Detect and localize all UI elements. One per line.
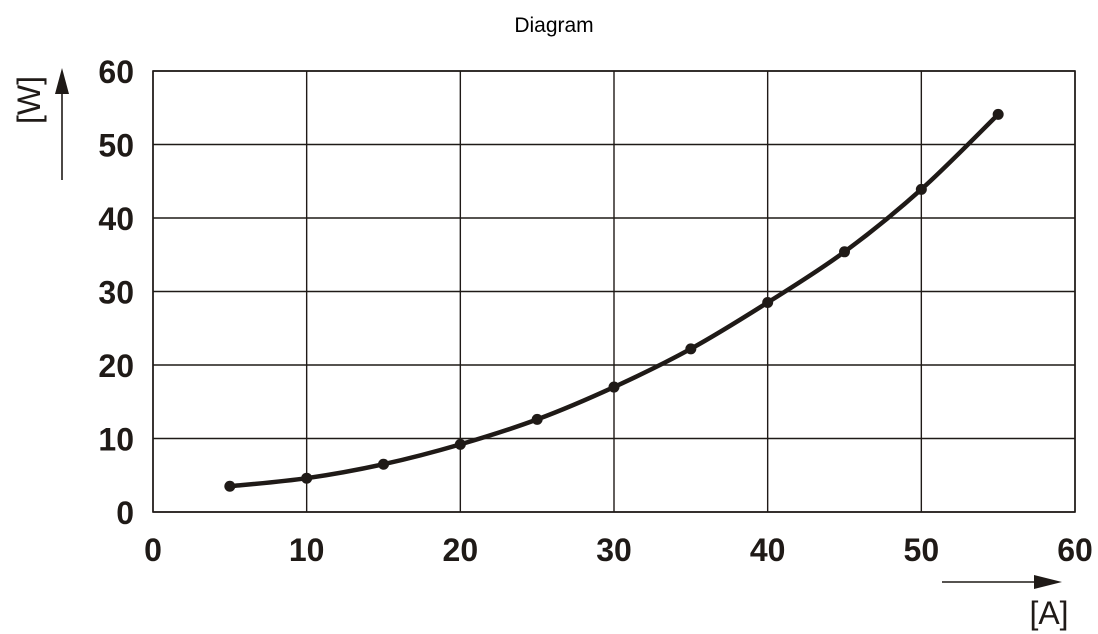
x-axis-label: [A] [1029,595,1068,631]
data-point [762,297,774,309]
plot-frame [152,70,1076,513]
series-line [227,112,1001,489]
x-tick-label: 20 [443,532,479,568]
y-tick-label: 50 [98,128,134,164]
y-tick-label: 40 [98,201,134,237]
data-point [301,472,313,484]
chart-title: Diagram [514,14,593,37]
x-tick-label: 50 [904,532,940,568]
x-tick-label: 60 [1057,532,1093,568]
x-axis-arrowhead [1034,575,1062,589]
y-tick-label: 10 [98,422,134,458]
data-point [839,246,850,258]
x-axis-ticks: 0 10 20 30 40 50 60 [144,532,1093,568]
x-tick-label: 0 [144,532,162,568]
data-point [915,183,927,195]
data-point [224,480,236,492]
y-tick-label: 20 [98,348,134,384]
x-tick-label: 10 [289,532,325,568]
data-point [992,108,1004,120]
y-tick-label: 0 [116,495,134,531]
x-tick-label: 40 [750,532,786,568]
y-tick-label: 60 [98,54,134,90]
data-point [685,343,697,355]
data-point [378,458,389,470]
y-tick-label: 30 [98,275,134,311]
y-axis-ticks: 0 10 20 30 40 50 60 [98,54,134,531]
x-tick-label: 30 [596,532,632,568]
data-point [454,438,466,450]
y-axis-label: [W] [11,76,47,124]
data-points [224,108,1004,492]
y-axis-arrowhead [55,68,69,94]
grid [152,70,1076,513]
data-point [531,413,543,425]
data-point [608,381,620,393]
